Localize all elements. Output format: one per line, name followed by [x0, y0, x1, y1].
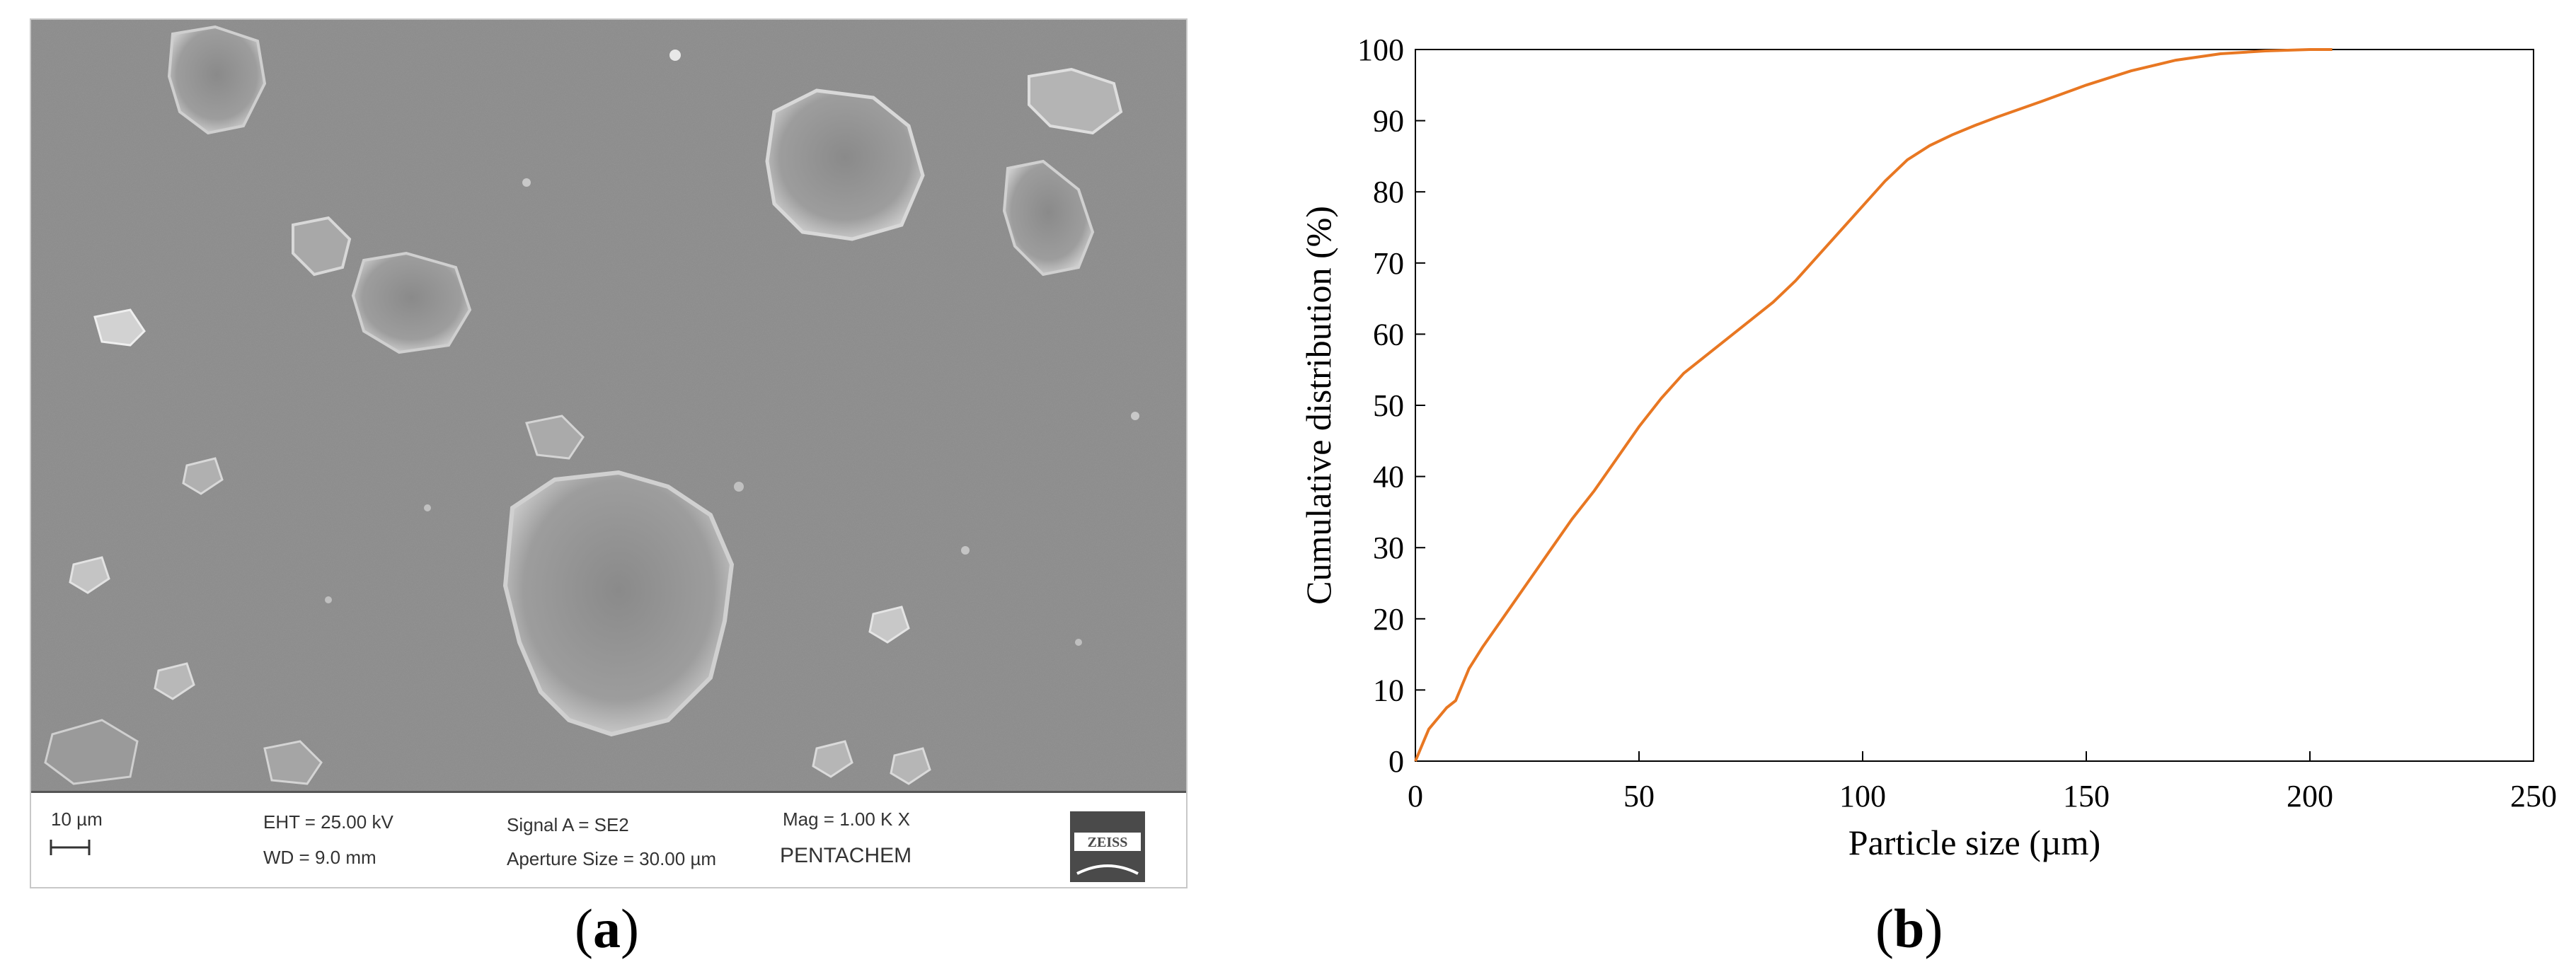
panel-label-a: (a) [575, 898, 639, 959]
y-tick-label: 50 [1373, 388, 1404, 423]
particle [890, 747, 931, 785]
particle [44, 719, 139, 785]
sem-data-bar: 10 µm EHT = 25.00 kV WD = 9.0 mm Signal … [31, 791, 1186, 887]
sem-image [31, 20, 1186, 791]
x-tick-label: 200 [2287, 779, 2333, 813]
particle [93, 308, 146, 347]
mag-readout: Mag = 1.00 K X [783, 809, 910, 830]
y-axis-label: Cumulative distribution (%) [1299, 206, 1338, 605]
y-tick-label: 20 [1373, 602, 1404, 637]
y-axis: 0 10 20 30 40 50 60 70 80 90 100 [1357, 33, 1425, 779]
panel-label-b: (b) [1875, 898, 1943, 959]
y-tick-label: 100 [1357, 33, 1404, 67]
y-tick-label: 60 [1373, 317, 1404, 352]
y-tick-label: 70 [1373, 246, 1404, 281]
particle [351, 251, 472, 354]
y-tick-label: 90 [1373, 104, 1404, 139]
y-tick-label: 0 [1388, 744, 1404, 779]
particle [263, 740, 323, 785]
scale-bar-icon [50, 840, 91, 855]
signal-readout: Signal A = SE2 [507, 814, 629, 835]
particle [1002, 159, 1095, 277]
particle [154, 662, 195, 700]
particle [765, 88, 925, 241]
particle [1028, 67, 1123, 135]
series-line [1414, 48, 2333, 762]
particle [182, 457, 224, 495]
plot-area [1415, 49, 2534, 762]
y-tick-label: 40 [1373, 460, 1404, 494]
particle [69, 556, 110, 594]
particle [812, 740, 853, 778]
particle-large [502, 470, 735, 737]
cumulative-distribution-chart: 0 10 20 30 40 50 60 70 80 90 100 0 50 100 150 200 250 P… [1299, 33, 2557, 862]
eht-readout: EHT = 25.00 kV [263, 811, 393, 833]
x-tick-label: 150 [2063, 779, 2110, 813]
y-tick-label: 80 [1373, 175, 1404, 209]
y-tick-label: 10 [1373, 673, 1404, 707]
zeiss-logo: ZEISS [1070, 811, 1145, 882]
y-tick-label: 30 [1373, 531, 1404, 565]
particle [868, 606, 910, 644]
scale-bar-label: 10 µm [51, 809, 103, 830]
x-tick-label: 250 [2510, 779, 2557, 813]
sem-micrograph: 10 µm EHT = 25.00 kV WD = 9.0 mm Signal … [30, 18, 1188, 888]
x-tick-label: 50 [1623, 779, 1655, 813]
x-tick-label: 100 [1839, 779, 1886, 813]
x-tick-label: 0 [1408, 779, 1423, 813]
x-axis: 0 50 100 150 200 250 [1408, 751, 2557, 813]
particle [292, 216, 352, 277]
particle [167, 25, 267, 135]
zeiss-logo-text: ZEISS [1088, 835, 1128, 850]
aperture-readout: Aperture Size = 30.00 µm [507, 848, 717, 869]
wd-readout: WD = 9.0 mm [263, 847, 376, 868]
operator-readout: PENTACHEM [780, 844, 912, 867]
particle [525, 415, 585, 460]
x-axis-label: Particle size (µm) [1848, 823, 2100, 862]
